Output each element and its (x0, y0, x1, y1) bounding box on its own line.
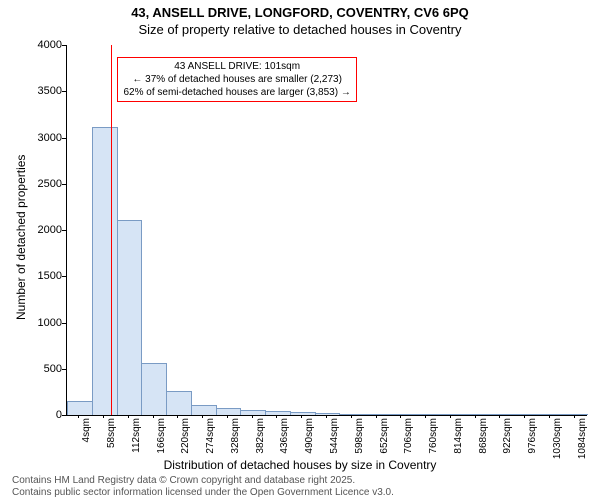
x-tick-label: 436sqm (279, 418, 290, 454)
x-tick-label: 4sqm (81, 418, 92, 442)
x-tick-label: 922sqm (502, 418, 513, 454)
footer-line-2: Contains public sector information licen… (12, 487, 394, 498)
x-tick-label: 58sqm (106, 418, 117, 448)
histogram-bar (166, 391, 192, 415)
y-tick-label: 500 (26, 363, 62, 375)
histogram-bar (216, 408, 242, 415)
y-tick-label: 0 (26, 409, 62, 421)
histogram-bar (438, 414, 464, 415)
histogram-bar (191, 405, 217, 415)
y-tick-label: 2500 (26, 178, 62, 190)
y-tick-label: 3500 (26, 85, 62, 97)
x-tick-label: 1030sqm (552, 418, 563, 459)
x-tick-label: 598sqm (354, 418, 365, 454)
histogram-bar (562, 414, 588, 415)
x-tick-label: 490sqm (304, 418, 315, 454)
y-tick-label: 2000 (26, 224, 62, 236)
y-tick-label: 3000 (26, 132, 62, 144)
histogram-bar (339, 414, 365, 415)
x-tick-label: 166sqm (156, 418, 167, 454)
y-tick-label: 1000 (26, 317, 62, 329)
x-tick-label: 382sqm (255, 418, 266, 454)
histogram-bar (537, 414, 563, 415)
chart-title-main: 43, ANSELL DRIVE, LONGFORD, COVENTRY, CV… (0, 5, 600, 20)
x-axis-label: Distribution of detached houses by size … (0, 458, 600, 472)
histogram-bar (117, 220, 143, 415)
histogram-bar (389, 414, 415, 415)
histogram-bar (290, 412, 316, 415)
histogram-bar (67, 401, 93, 415)
x-tick-label: 274sqm (205, 418, 216, 454)
histogram-bar (240, 410, 266, 415)
histogram-bar (141, 363, 167, 415)
annotation-line-2: ← 37% of detached houses are smaller (2,… (123, 73, 350, 86)
x-tick-label: 760sqm (428, 418, 439, 454)
x-tick-label: 112sqm (131, 418, 142, 453)
annotation-line-1: 43 ANSELL DRIVE: 101sqm (123, 60, 350, 73)
histogram-bar (315, 413, 341, 415)
y-tick-label: 1500 (26, 270, 62, 282)
x-tick-label: 706sqm (403, 418, 414, 454)
chart-container: 43, ANSELL DRIVE, LONGFORD, COVENTRY, CV… (0, 0, 600, 500)
highlight-line (111, 45, 112, 415)
x-tick-label: 328sqm (230, 418, 241, 454)
x-tick-label: 652sqm (379, 418, 390, 454)
histogram-bar (364, 414, 390, 415)
histogram-bar (463, 414, 489, 415)
footer-line-1: Contains HM Land Registry data © Crown c… (12, 475, 355, 486)
plot-area: 43 ANSELL DRIVE: 101sqm ← 37% of detache… (66, 45, 587, 416)
histogram-bar (265, 411, 291, 415)
y-tick-label: 4000 (26, 39, 62, 51)
x-tick-label: 544sqm (329, 418, 340, 454)
x-tick-label: 220sqm (180, 418, 191, 454)
histogram-bar (513, 414, 539, 415)
x-tick-label: 1084sqm (577, 418, 588, 459)
x-tick-label: 976sqm (527, 418, 538, 454)
annotation-line-3: 62% of semi-detached houses are larger (… (123, 86, 350, 99)
histogram-bar (414, 414, 440, 415)
histogram-bar (488, 414, 514, 415)
annotation-box: 43 ANSELL DRIVE: 101sqm ← 37% of detache… (117, 57, 356, 102)
histogram-bar (92, 127, 118, 415)
x-tick-label: 814sqm (453, 418, 464, 454)
chart-title-sub: Size of property relative to detached ho… (0, 22, 600, 37)
x-tick-label: 868sqm (478, 418, 489, 454)
